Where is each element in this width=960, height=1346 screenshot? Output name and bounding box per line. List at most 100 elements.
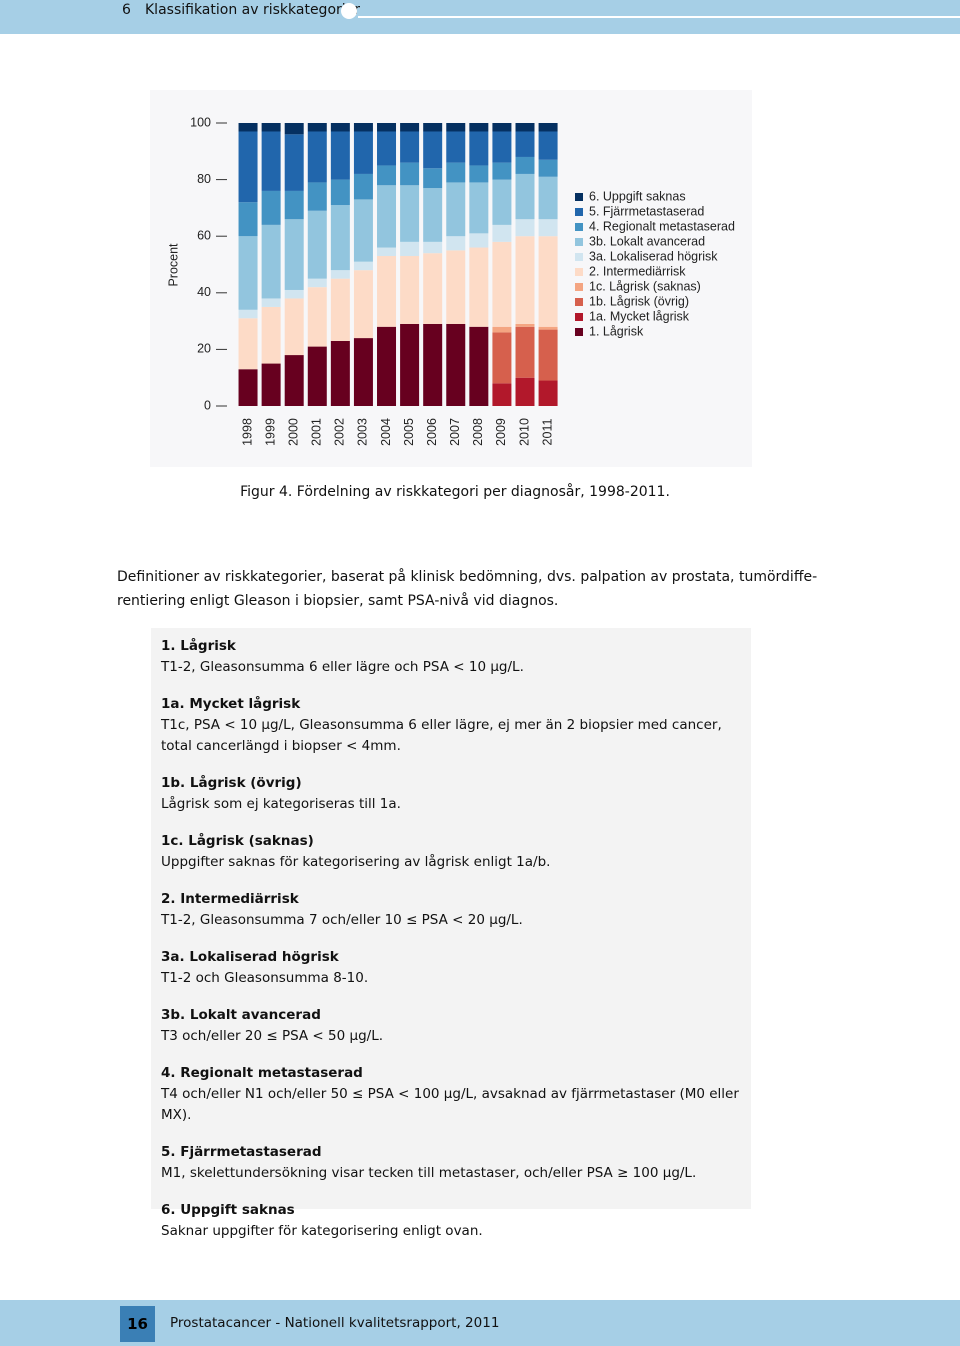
bar-segment [515,173,535,220]
x-tick-label: 2006 [425,418,439,446]
bar-segment [284,289,304,299]
bar-segment [261,298,281,307]
bar-segment [330,123,350,132]
bar-segment [538,123,558,132]
bar-segment [400,185,420,242]
legend-label: 2. Intermediärrisk [589,264,686,278]
bar-segment [284,134,304,191]
bar-segment [377,247,397,257]
bar-segment [423,123,443,132]
x-tick-label: 2008 [471,418,485,446]
bar-segment [446,123,466,132]
bar-segment [377,123,397,132]
footer-text: Prostatacancer - Nationell kvalitetsrapp… [170,1315,500,1331]
legend-label: 6. Uppgift saknas [589,189,686,203]
definition: 3b. Lokalt avancerad T3 och/eller 20 ≤ PS… [161,1005,741,1047]
bar-segment [353,270,373,339]
definition: 1b. Lågrisk (övrig) Lågrisk som ej katego… [161,773,741,815]
y-tick-label: 100 [190,115,211,129]
bar-segment [377,131,397,166]
bar-segment [330,131,350,180]
bar-segment [238,318,258,370]
y-tick-label: 80 [197,172,211,186]
definition-text: T1-2, Gleasonsumma 6 eller lägre och PSA… [161,659,524,675]
bar-segment [423,323,443,406]
definition-title: 6. Uppgift saknas [161,1202,295,1218]
definition-title: 1c. Lågrisk (saknas) [161,833,314,849]
bar-segment [377,256,397,327]
bar-segment [284,355,304,406]
definition: 4. Regionalt metastaserad T4 och/eller N1… [161,1063,741,1126]
bar-segment [538,219,558,237]
bar-segment [515,123,535,132]
bar-segment [353,261,373,271]
definition-text: Lågrisk som ej kategoriseras till 1a. [161,796,401,812]
bar-segment [492,326,512,333]
x-tick-label: 2009 [494,418,508,446]
bar-segment [423,168,443,189]
bar-segment [261,190,281,225]
legend-swatch [575,283,583,291]
bar-segment [423,253,443,324]
bar-segment [330,340,350,406]
bar-segment [469,131,489,166]
bar-segment [238,131,258,203]
x-tick-label: 1998 [240,418,254,446]
legend-swatch [575,253,583,261]
y-tick-label: 40 [197,285,211,299]
definition-text: Saknar uppgifter för kategorisering enli… [161,1223,483,1239]
definition: 6. Uppgift saknas Saknar uppgifter för ka… [161,1200,741,1242]
header-rule [358,16,960,18]
x-tick-label: 2000 [286,418,300,446]
bar-segment [538,236,558,327]
bar-segment [446,162,466,183]
x-tick-label: 2004 [379,418,393,446]
bar-segment [492,162,512,180]
x-tick-label: 2003 [356,418,370,446]
definition-text: T1c, PSA < 10 μg/L, Gleasonsumma 6 eller… [161,717,722,754]
bar-segment [538,380,558,406]
legend-label: 1. Lågrisk [589,324,644,338]
bar-segment [353,123,373,132]
definition-text: M1, skelettundersökning visar tecken til… [161,1165,697,1181]
bar-segment [446,182,466,237]
bar-segment [492,332,512,384]
definition-text: T3 och/eller 20 ≤ PSA < 50 μg/L. [161,1028,384,1044]
legend-label: 3b. Lokalt avancerad [589,234,705,248]
legend-swatch [575,208,583,216]
bar-segment [492,123,512,132]
bar-segment [330,179,350,206]
bar-segment [538,131,558,160]
y-tick-label: 60 [197,228,211,242]
bar-segment [538,329,558,381]
definition: 1. Lågrisk T1-2, Gleasonsumma 6 eller läg… [161,636,741,678]
bar-segment [469,182,489,234]
bar-segment [353,173,373,200]
bar-segment [400,131,420,163]
bar-segment [284,190,304,220]
intro-line: rentiering enligt Gleason i biopsier, sa… [117,593,559,609]
bar-segment [307,182,327,211]
definition-text: Uppgifter saknas för kategorisering av l… [161,854,551,870]
bar-segment [400,256,420,324]
y-axis-label: Procent [166,243,180,287]
bar-segment [400,323,420,406]
bar-segment [377,185,397,248]
bar-segment [353,199,373,262]
bar-segment [538,176,558,220]
bar-segment [261,363,281,406]
x-tick-label: 2010 [517,418,531,446]
bar-segment [261,123,281,132]
definition-title: 2. Intermediärrisk [161,891,299,907]
bar-segment [423,131,443,169]
bar-segment [446,131,466,163]
y-tick-label: 20 [197,342,211,356]
legend-swatch [575,313,583,321]
bar-segment [515,131,535,157]
y-tick-label: 0 [204,398,211,412]
legend-swatch [575,223,583,231]
definition: 2. Intermediärrisk T1-2, Gleasonsumma 7 o… [161,889,741,931]
bar-segment [238,309,258,319]
chart: Procent 0 20 40 60 80 100 1998 1999 2000 2001 2002… [150,90,752,467]
